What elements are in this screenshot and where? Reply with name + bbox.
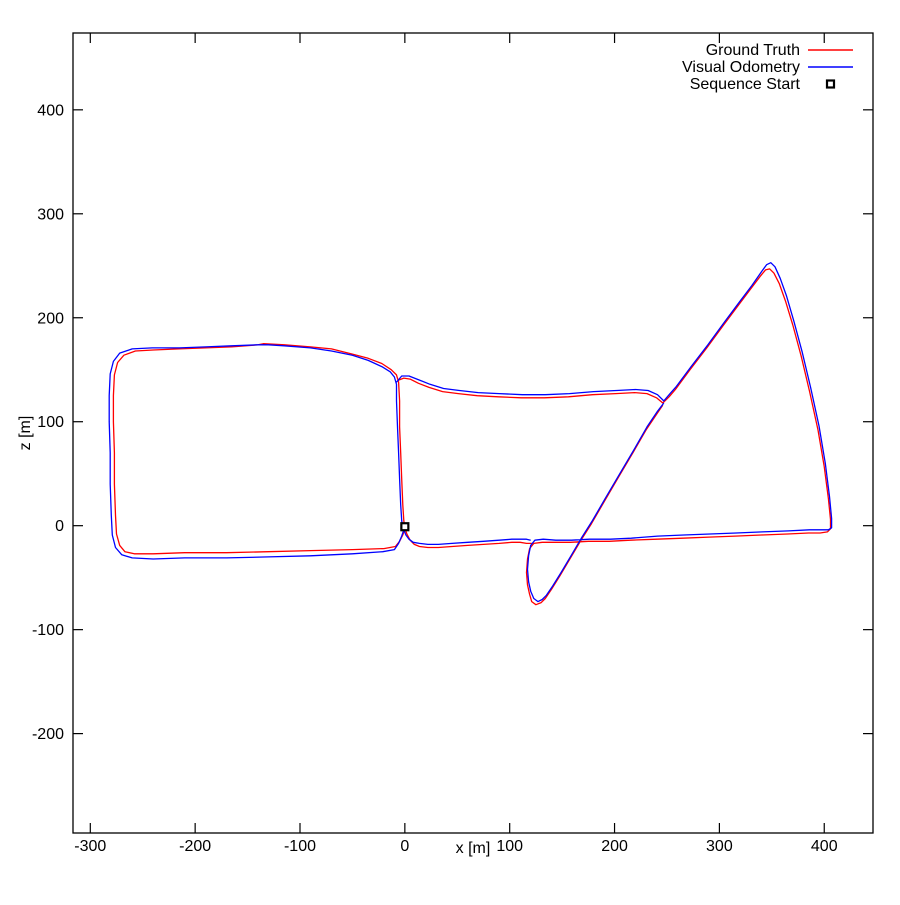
legend-label-visual-odometry: Visual Odometry [682,59,800,76]
x-tick-label: 300 [706,838,733,855]
x-tick-label: -100 [284,838,316,855]
x-tick-label: -200 [179,838,211,855]
y-tick-label: 400 [37,102,64,119]
x-tick-label: 0 [400,838,409,855]
plot-border [72,32,874,834]
x-tick-label: -300 [74,838,106,855]
y-tick-label: 100 [37,414,64,431]
legend-sample-marker [825,79,836,89]
legend-label-ground-truth: Ground Truth [706,42,800,59]
legend-label-sequence-start: Sequence Start [690,76,801,93]
ground-truth-path [112,268,832,606]
x-tick-label: 400 [811,838,838,855]
sequence-start-marker [400,522,410,532]
visual-odometry-path [108,262,833,603]
x-tick-label: 100 [496,838,523,855]
y-axis-label: z [m] [17,416,34,451]
x-tick-label: 200 [601,838,628,855]
x-axis-label: x [m] [456,840,491,857]
y-tick-label: 0 [55,518,64,535]
y-tick-label: 200 [37,310,64,327]
y-tick-label: -200 [32,726,64,743]
y-tick-label: 300 [37,206,64,223]
y-tick-label: -100 [32,622,64,639]
